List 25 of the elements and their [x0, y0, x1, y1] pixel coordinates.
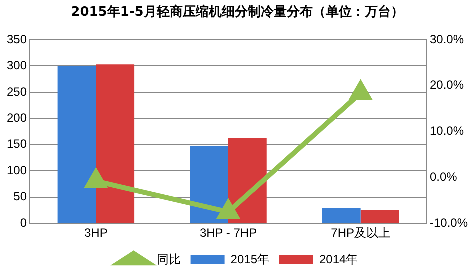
y-tick-label: 250 [6, 84, 28, 99]
y2-tick-label: 0.0% [430, 170, 458, 184]
y2-tick-label: 30.0% [430, 32, 464, 46]
y2-tick-label: 10.0% [430, 124, 464, 138]
legend-label: 2015年 [230, 252, 270, 266]
legend-label: 同比 [156, 252, 181, 266]
y-tick-label: 100 [6, 163, 28, 178]
y-tick-label: 200 [6, 111, 28, 125]
x-tick-label: 3HP - 7HP [200, 226, 258, 240]
legend-label: 2014年 [320, 252, 358, 266]
y2-tick-label: -10.0% [430, 216, 468, 230]
y-tick-label: 0 [20, 216, 28, 230]
y-tick-label: 350 [6, 32, 28, 46]
bar [96, 64, 135, 224]
bar [322, 208, 361, 224]
bar [360, 210, 400, 224]
bar [58, 66, 96, 224]
y-tick-label: 50 [14, 190, 28, 204]
y-tick-label: 300 [6, 58, 28, 73]
x-tick-label: 7HP及以上 [331, 226, 390, 240]
y-tick-label: 150 [6, 137, 28, 152]
bar [190, 146, 228, 224]
chart-title: 2015年1-5月轻商压缩机细分制冷量分布（单位：万台） [70, 4, 405, 22]
y2-tick-label: 20.0% [430, 78, 464, 92]
x-tick-label: 3HP [84, 226, 108, 240]
